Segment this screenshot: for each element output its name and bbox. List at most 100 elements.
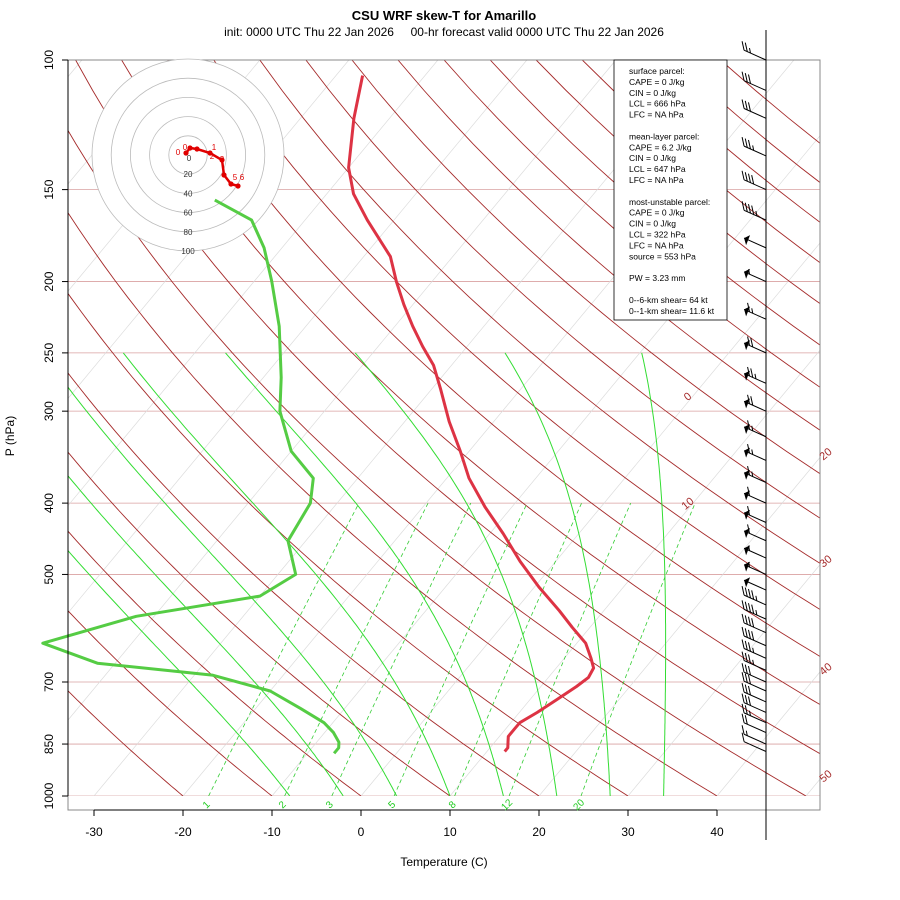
hodograph-center-label: 0	[187, 154, 192, 163]
wind-barb-full	[744, 615, 748, 625]
info-line: source = 553 hPa	[629, 251, 696, 261]
wind-barb-full	[741, 41, 745, 51]
wind-barb	[741, 713, 767, 734]
wind-barb-half	[748, 545, 751, 551]
wind-barb-full	[744, 628, 748, 638]
wind-barb-full	[751, 618, 755, 628]
mixing-ratio-label: 8	[447, 799, 459, 811]
hodograph-ring-label: 40	[184, 189, 193, 198]
wind-barb	[743, 366, 767, 384]
mixing-ratio-line	[284, 502, 429, 796]
dry-adiabat	[68, 690, 184, 796]
mixing-ratio-line	[208, 502, 360, 796]
moist-adiabat	[225, 352, 504, 796]
wind-barb-full	[747, 685, 751, 696]
wind-barb	[743, 443, 767, 461]
dry-adiabat	[213, 60, 820, 611]
hodograph-point-label: 5	[233, 173, 238, 182]
dry-adiabat	[305, 60, 820, 519]
wind-barb-staff	[743, 702, 767, 713]
hodograph-point	[235, 183, 241, 189]
y-tick-label: 150	[42, 179, 56, 199]
wind-barb-full	[747, 466, 751, 476]
mixing-ratio-line	[454, 502, 582, 796]
info-line: LCL = 666 hPa	[629, 99, 686, 109]
y-tick-label: 1000	[42, 782, 56, 809]
wind-barb-full	[747, 394, 751, 404]
dry-adiabat	[259, 60, 820, 564]
wind-barb	[743, 420, 767, 438]
hodograph-point	[183, 150, 189, 156]
mixing-ratio-labels: 1 2 3 5 8 12 20	[201, 797, 587, 813]
wind-barb-half	[754, 373, 757, 379]
wind-barb-full	[744, 138, 748, 148]
wind-barb	[741, 600, 767, 620]
moist-adiabat	[641, 352, 667, 796]
wind-barb-full	[751, 205, 755, 215]
wind-barb	[741, 725, 767, 745]
wind-barb-full	[741, 137, 745, 147]
wind-barb-full	[741, 170, 745, 180]
wind-barb-full	[744, 72, 748, 83]
wind-barb-staff	[743, 608, 767, 620]
wind-barb	[743, 486, 767, 504]
info-line: CAPE = 6.2 J/kg	[629, 142, 692, 152]
wind-barb-half	[752, 647, 755, 653]
wind-barb-staff	[743, 80, 767, 91]
wind-barb-full	[741, 732, 745, 742]
dry-adiabat	[68, 211, 718, 796]
wind-barb-full	[747, 204, 751, 214]
info-line: LFC = NA hPa	[629, 240, 684, 250]
wind-barb-staff	[743, 660, 767, 671]
wind-barb-full	[744, 652, 748, 663]
moist-adiabat	[504, 352, 611, 796]
wind-barb	[741, 703, 767, 724]
wind-barb-full	[747, 588, 751, 599]
wind-barb	[741, 693, 767, 713]
wind-barb	[741, 71, 767, 91]
x-tick-label: 20	[532, 825, 546, 839]
wind-barb	[743, 466, 767, 483]
wind-barb-full	[750, 368, 754, 378]
hodograph-point	[194, 146, 200, 152]
wind-barb-full	[747, 654, 751, 664]
dry-adiabat	[443, 60, 820, 388]
wind-barb-half	[752, 659, 755, 665]
hodograph-ring	[149, 116, 227, 194]
wind-barb-full	[741, 600, 745, 610]
x-tick-label: 40	[710, 825, 724, 839]
info-line: CIN = 0 J/kg	[629, 219, 676, 229]
mixing-ratio-label: 3	[324, 799, 336, 811]
wind-barb-full	[747, 674, 751, 685]
wind-barb-staff	[743, 594, 767, 606]
hodograph-ring	[91, 58, 285, 252]
wind-barb-staff	[743, 741, 767, 752]
wind-barb	[743, 235, 767, 249]
wind-barb-full	[744, 172, 748, 182]
x-tick-label: -20	[174, 825, 192, 839]
wind-barb-full	[741, 586, 745, 596]
wind-barb-full	[741, 703, 745, 713]
wind-barb-half	[755, 210, 758, 217]
wind-barb	[741, 613, 767, 634]
hodograph-ring-label: 20	[184, 170, 193, 179]
info-line: PW = 3.23 mm	[629, 273, 685, 283]
wind-barb	[743, 524, 767, 542]
hodograph-ring	[168, 135, 208, 175]
hodograph-point	[207, 150, 213, 156]
wind-barb-full	[751, 631, 755, 641]
wind-barb-staff	[743, 179, 767, 191]
grid-diagonal	[716, 671, 820, 796]
wind-barb-staff	[743, 209, 767, 221]
x-tick-label: 10	[443, 825, 457, 839]
wind-barb-full	[747, 173, 751, 183]
x-tick-label: 30	[621, 825, 635, 839]
info-line: 0--6-km shear= 64 kt	[629, 295, 708, 305]
wind-barb	[743, 506, 767, 523]
x-tick-label: -30	[85, 825, 103, 839]
hodograph-ring	[129, 97, 246, 213]
y-tick-label: 700	[42, 672, 56, 692]
hodograph-point	[219, 157, 225, 163]
wind-barb-full	[747, 336, 751, 346]
